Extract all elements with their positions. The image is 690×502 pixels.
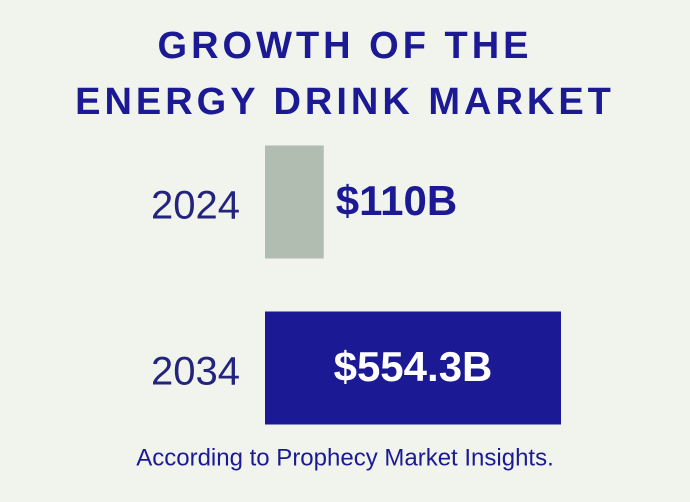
chart-title-line: ENERGY DRINK MARKET (75, 81, 615, 123)
bar (265, 311, 561, 425)
bar (265, 145, 324, 259)
value-label: $110B (336, 177, 457, 224)
category-label: 2034 (151, 350, 240, 394)
value-label: $554.3B (334, 343, 493, 390)
source-note: According to Prophecy Market Insights. (136, 444, 554, 471)
category-label: 2024 (151, 184, 240, 228)
chart-title-line: GROWTH OF THE (158, 25, 533, 67)
